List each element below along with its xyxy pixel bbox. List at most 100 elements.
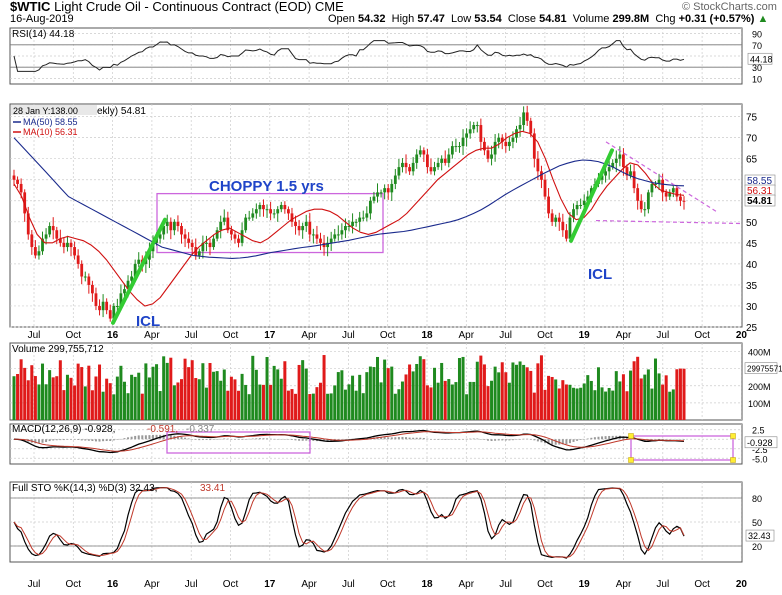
macd-histogram-bar [504, 439, 507, 441]
price-candle-body [443, 158, 447, 163]
macd-histogram-bar [184, 437, 187, 440]
macd-histogram-bar [586, 438, 589, 440]
volume-bar [472, 381, 476, 420]
macd-histogram-bar [223, 438, 226, 440]
volume-bar [90, 390, 94, 420]
macd-histogram-bar [59, 439, 62, 441]
macd-histogram-bar [348, 438, 350, 440]
volume-bar [604, 391, 608, 420]
macd-histogram-bar [248, 438, 251, 440]
price-candle-body [172, 221, 176, 231]
rsi-line [13, 40, 685, 72]
volume-bar [568, 384, 572, 420]
price-candle-body [390, 183, 394, 193]
price-candle-body [607, 167, 611, 172]
price-candle-body [622, 154, 625, 168]
volume-bar [165, 362, 169, 420]
ma10-legend-label: MA(10) 56.31 [23, 127, 78, 137]
volume-bar [98, 364, 102, 420]
price-tick-label: 50 [746, 218, 758, 229]
volume-bar [411, 371, 415, 420]
volume-bar [404, 374, 408, 420]
volume-bar [379, 382, 383, 420]
price-candle-body [208, 242, 212, 248]
macd-histogram-bar [429, 439, 432, 440]
volume-bar [261, 384, 265, 420]
volume-bar [643, 374, 647, 420]
volume-bar [408, 364, 412, 420]
macd-histogram-bar [94, 439, 97, 442]
volume-bar [65, 374, 69, 420]
volume-bar [69, 377, 73, 420]
macd-histogram-bar [390, 437, 393, 440]
volume-bar [372, 367, 376, 420]
brand-text: © StockCharts.com [682, 1, 777, 13]
volume-bar [539, 355, 543, 420]
macd-histogram-bar [91, 439, 94, 442]
macd-histogram-bar [529, 439, 532, 440]
macd-histogram-bar [583, 439, 586, 440]
volume-bar [675, 369, 679, 420]
macd-histogram-bar [579, 439, 582, 440]
macd-histogram-bar [62, 439, 65, 441]
price-candle-body [183, 234, 187, 239]
volume-bar [582, 383, 586, 420]
time-tick-label-bottom: 19 [579, 579, 591, 590]
rsi-value-tag: 44.18 [750, 54, 773, 64]
volume-bar [33, 376, 37, 420]
macd-hist-label: -0.337 [186, 424, 215, 435]
price-candle-body [279, 204, 283, 210]
volume-value-tag-box [744, 362, 778, 375]
price-candle-body [73, 247, 76, 256]
volume-bar [522, 364, 526, 420]
price-candle-body [347, 226, 351, 228]
price-candle-body [422, 150, 426, 155]
volume-bar [162, 356, 166, 420]
macd-histogram-bar [536, 439, 539, 442]
macd-histogram-bar [440, 439, 443, 440]
sto-value-tag: 32.43 [748, 531, 771, 541]
volume-bar [454, 382, 458, 420]
volume-bar [486, 386, 490, 420]
sto-d-line [13, 487, 685, 558]
sto-label: Full STO %K(14,3) %D(3) 32.43, [12, 483, 157, 494]
macd-histogram-bar [412, 437, 415, 440]
time-tick-label-bottom: Jul [28, 579, 41, 590]
price-candle-body [201, 242, 205, 252]
volume-bar [383, 359, 387, 420]
macd-histogram-bar [116, 439, 119, 440]
price-candle-body [308, 221, 312, 235]
macd-histogram-bar [77, 439, 80, 440]
macd-histogram-bar [501, 439, 504, 441]
price-candle-body [112, 305, 116, 319]
macd-histogram-bar [109, 439, 112, 441]
macd-histogram-bar [604, 436, 607, 440]
macd-histogram-bar [679, 439, 682, 440]
volume-bar [194, 378, 198, 420]
price-candle-body [522, 112, 526, 126]
macd-histogram-bar [130, 436, 133, 440]
macd-histogram-bar [251, 438, 254, 440]
price-candle-body [675, 188, 679, 197]
volume-bar [664, 375, 668, 420]
volume-bar [564, 384, 568, 420]
volume-bar [137, 372, 141, 420]
macd-histogram-bar [84, 439, 87, 441]
volume-bar [639, 378, 643, 420]
volume-bar [133, 376, 137, 420]
macd-histogram-bar [219, 438, 222, 440]
price-candle-body [233, 234, 237, 239]
volume-bar [368, 366, 372, 420]
rsi-value-tag-box [747, 52, 773, 65]
macd-histogram-bar [233, 439, 236, 440]
macd-histogram-bar [483, 439, 486, 440]
price-candle-body [26, 213, 30, 235]
price-candle-body [572, 209, 575, 218]
macd-histogram-bar [387, 437, 390, 440]
macd-histogram-bar [144, 435, 147, 440]
macd-histogram-bar [98, 439, 101, 442]
symbol-text: $WTIC [10, 0, 51, 14]
price-candle-body [554, 217, 558, 222]
price-candle-body [94, 293, 98, 306]
macd-histogram-bar [273, 438, 276, 440]
